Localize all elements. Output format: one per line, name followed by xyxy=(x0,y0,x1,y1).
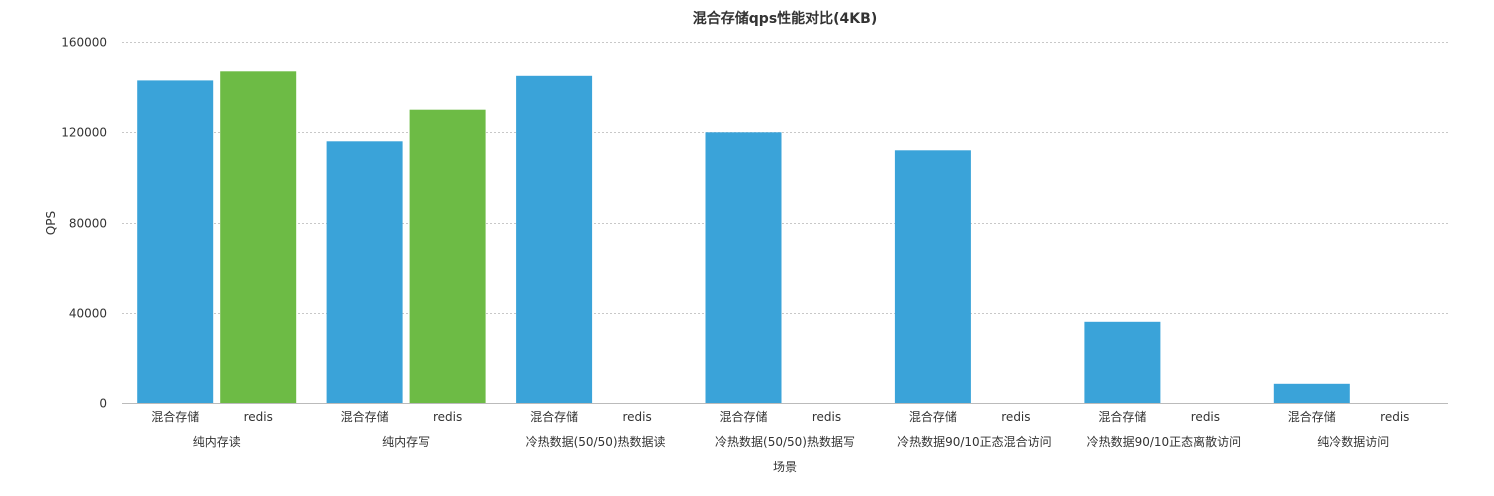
bar xyxy=(516,75,593,404)
x-subcategory-label: 混合存储 xyxy=(909,409,957,424)
x-subcategory-label: 混合存储 xyxy=(341,409,389,424)
bar xyxy=(1273,383,1350,403)
y-tick-label: 0 xyxy=(99,397,107,411)
x-subcategory-label: 混合存储 xyxy=(151,409,199,424)
x-subcategory-label: 混合存储 xyxy=(530,409,578,424)
y-axis-label: QPS xyxy=(44,211,58,235)
x-subcategory-label: redis xyxy=(812,410,841,424)
x-subcategory-label: 混合存储 xyxy=(719,409,767,424)
x-subcategory-label: redis xyxy=(244,410,273,424)
bar xyxy=(705,132,782,404)
bar xyxy=(220,71,297,404)
bar xyxy=(1084,321,1161,403)
x-category-label: 纯内存读 xyxy=(193,435,241,449)
x-subcategory-label: redis xyxy=(433,410,462,424)
x-subcategory-label: redis xyxy=(1380,410,1409,424)
x-category-label: 冷热数据90/10正态离散访问 xyxy=(1087,434,1242,449)
x-subcategory-label: redis xyxy=(622,410,651,424)
x-subcategory-label: 混合存储 xyxy=(1288,409,1336,424)
bar xyxy=(409,109,486,403)
gridlines xyxy=(122,42,1448,314)
bars xyxy=(137,71,1350,404)
bar xyxy=(137,80,214,404)
y-tick-label: 80000 xyxy=(69,217,107,231)
y-tick-label: 120000 xyxy=(61,126,107,140)
bar xyxy=(326,141,403,404)
x-category-label: 纯内存写 xyxy=(382,435,430,449)
x-subcategory-label: redis xyxy=(1191,410,1220,424)
y-tick-label: 40000 xyxy=(69,307,107,321)
x-axis-label: 场景 xyxy=(773,460,797,474)
bar xyxy=(894,150,971,403)
y-tick-label: 160000 xyxy=(61,36,107,50)
chart-title: 混合存储qps性能对比(4KB) xyxy=(693,10,877,27)
x-category-label: 纯冷数据访问 xyxy=(1317,434,1389,449)
x-category-label: 冷热数据90/10正态混合访问 xyxy=(897,434,1052,449)
x-subcategory-label: redis xyxy=(1001,410,1030,424)
x-subcategory-label: 混合存储 xyxy=(1098,409,1146,424)
y-axis-ticks: 0 40000 80000 120000 160000 xyxy=(61,36,107,411)
x-category-label: 冷热数据(50/50)热数据读 xyxy=(526,434,666,449)
x-category-label: 冷热数据(50/50)热数据写 xyxy=(715,434,855,449)
